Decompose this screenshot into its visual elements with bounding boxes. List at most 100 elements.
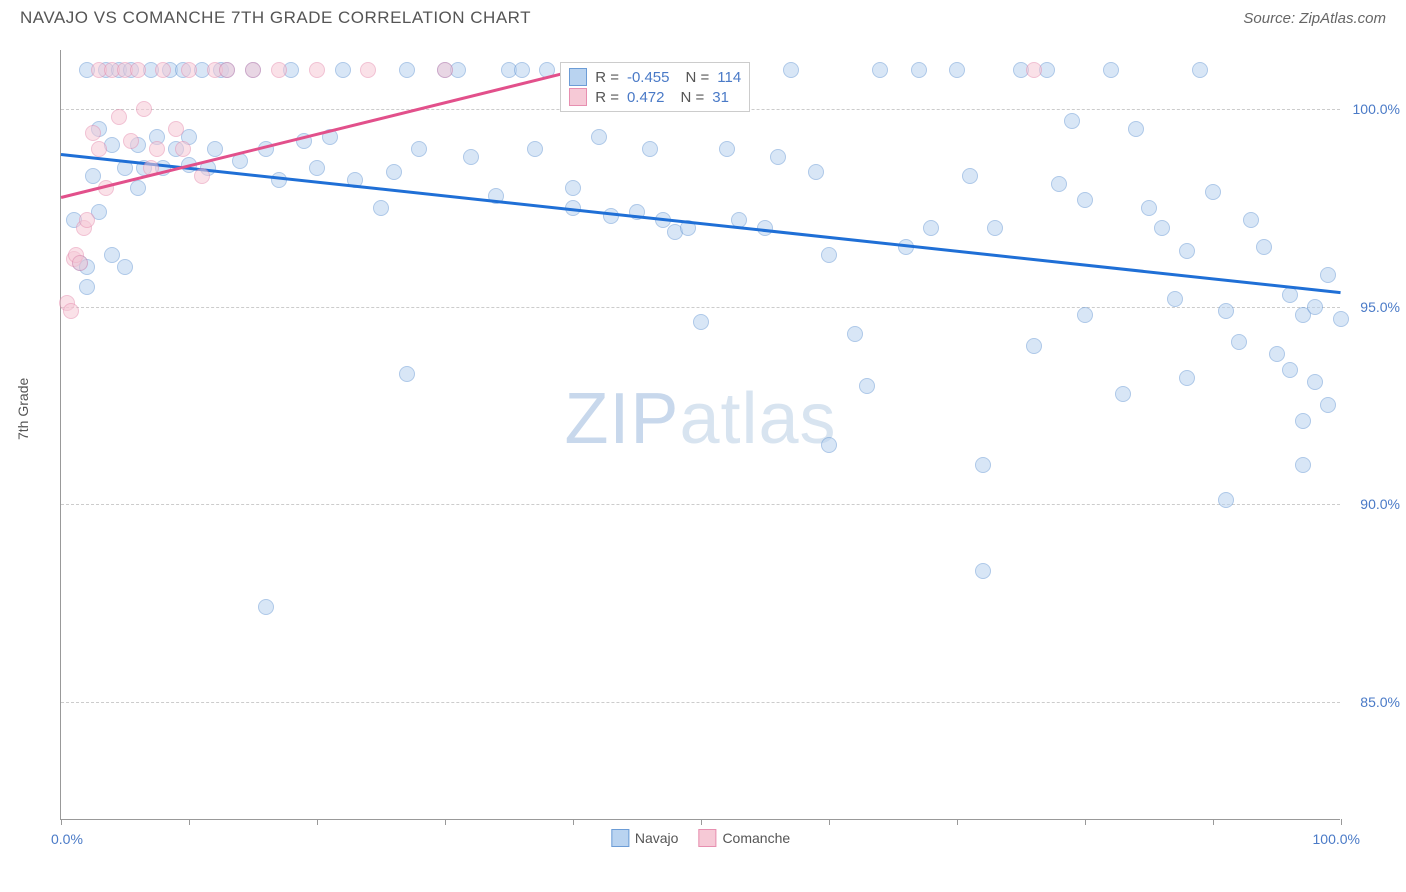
scatter-point — [79, 279, 95, 295]
source-label: Source: ZipAtlas.com — [1243, 10, 1386, 27]
stats-row: R =-0.455N =114 — [569, 67, 741, 87]
scatter-point — [975, 457, 991, 473]
scatter-point — [1179, 243, 1195, 259]
x-axis-min-label: 0.0% — [51, 831, 83, 847]
x-tick — [1213, 819, 1214, 825]
chart-title: NAVAJO VS COMANCHE 7TH GRADE CORRELATION… — [20, 8, 531, 28]
scatter-point — [111, 109, 127, 125]
scatter-point — [130, 62, 146, 78]
scatter-point — [1064, 113, 1080, 129]
scatter-point — [386, 164, 402, 180]
legend-swatch — [611, 829, 629, 847]
y-axis-label: 7th Grade — [15, 378, 31, 440]
scatter-point — [821, 247, 837, 263]
scatter-point — [514, 62, 530, 78]
scatter-point — [1231, 334, 1247, 350]
stats-n-value: 114 — [717, 69, 741, 86]
x-tick — [1341, 819, 1342, 825]
y-tick-label: 100.0% — [1353, 101, 1400, 117]
scatter-point — [194, 168, 210, 184]
scatter-point — [258, 599, 274, 615]
y-tick-label: 85.0% — [1360, 694, 1400, 710]
gridline — [61, 307, 1340, 308]
scatter-point — [1295, 413, 1311, 429]
stats-r-label: R = — [595, 69, 619, 86]
scatter-point — [91, 141, 107, 157]
legend-label: Comanche — [722, 830, 790, 846]
scatter-point — [149, 141, 165, 157]
x-tick — [573, 819, 574, 825]
gridline — [61, 504, 1340, 505]
scatter-point — [168, 121, 184, 137]
scatter-point — [1205, 184, 1221, 200]
scatter-point — [72, 255, 88, 271]
scatter-point — [411, 141, 427, 157]
scatter-point — [123, 133, 139, 149]
scatter-point — [63, 303, 79, 319]
scatter-point — [1243, 212, 1259, 228]
scatter-point — [335, 62, 351, 78]
legend-item: Comanche — [698, 829, 790, 847]
stats-swatch — [569, 88, 587, 106]
scatter-point — [603, 208, 619, 224]
chart-container: 7th Grade ZIPatlas 85.0%90.0%95.0%100.0%… — [20, 40, 1386, 872]
scatter-point — [1307, 299, 1323, 315]
gridline — [61, 702, 1340, 703]
scatter-point — [719, 141, 735, 157]
scatter-point — [360, 62, 376, 78]
stats-r-value: 0.472 — [627, 89, 665, 106]
scatter-point — [565, 180, 581, 196]
scatter-point — [821, 437, 837, 453]
scatter-point — [1154, 220, 1170, 236]
scatter-point — [1192, 62, 1208, 78]
scatter-point — [1320, 267, 1336, 283]
scatter-point — [949, 62, 965, 78]
scatter-point — [770, 149, 786, 165]
scatter-point — [1256, 239, 1272, 255]
plot-area: ZIPatlas 85.0%90.0%95.0%100.0%0.0%100.0%… — [60, 50, 1340, 820]
scatter-point — [527, 141, 543, 157]
scatter-point — [245, 62, 261, 78]
scatter-point — [136, 101, 152, 117]
scatter-point — [642, 141, 658, 157]
scatter-point — [399, 366, 415, 382]
x-tick — [317, 819, 318, 825]
scatter-point — [1307, 374, 1323, 390]
chart-header: NAVAJO VS COMANCHE 7TH GRADE CORRELATION… — [0, 0, 1406, 32]
x-tick — [1085, 819, 1086, 825]
scatter-point — [591, 129, 607, 145]
stats-n-label: N = — [681, 89, 705, 106]
scatter-point — [79, 212, 95, 228]
legend-label: Navajo — [635, 830, 679, 846]
scatter-point — [85, 125, 101, 141]
scatter-point — [1077, 192, 1093, 208]
scatter-point — [1333, 311, 1349, 327]
scatter-point — [437, 62, 453, 78]
scatter-point — [1167, 291, 1183, 307]
scatter-point — [1218, 492, 1234, 508]
stats-n-label: N = — [686, 69, 710, 86]
scatter-point — [309, 160, 325, 176]
stats-n-value: 31 — [712, 89, 729, 106]
scatter-point — [923, 220, 939, 236]
scatter-point — [271, 172, 287, 188]
scatter-point — [1269, 346, 1285, 362]
scatter-point — [1026, 62, 1042, 78]
scatter-point — [271, 62, 287, 78]
scatter-point — [872, 62, 888, 78]
stats-swatch — [569, 68, 587, 86]
scatter-point — [463, 149, 479, 165]
legend-swatch — [698, 829, 716, 847]
scatter-point — [155, 62, 171, 78]
trend-line — [61, 153, 1341, 294]
scatter-point — [962, 168, 978, 184]
x-tick — [445, 819, 446, 825]
scatter-point — [847, 326, 863, 342]
scatter-point — [373, 200, 389, 216]
x-tick — [829, 819, 830, 825]
scatter-point — [207, 141, 223, 157]
scatter-point — [117, 259, 133, 275]
scatter-point — [1077, 307, 1093, 323]
scatter-point — [1282, 362, 1298, 378]
trend-line — [61, 70, 574, 199]
